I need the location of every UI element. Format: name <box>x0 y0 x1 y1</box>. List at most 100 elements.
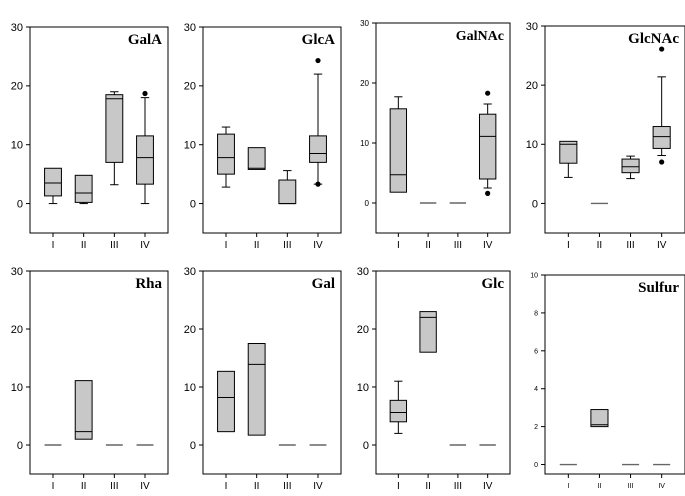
box-ii <box>74 174 93 205</box>
y-tick-label: 10 <box>11 382 23 394</box>
box-body <box>309 135 327 163</box>
plot-frame <box>544 25 685 234</box>
x-tick-label: II <box>254 240 260 251</box>
box-body <box>278 179 297 205</box>
plot-frame <box>544 274 685 475</box>
box-body <box>478 113 497 180</box>
y-tick-label: 10 <box>11 140 23 152</box>
box-body <box>217 133 235 175</box>
y-tick-label: 20 <box>360 79 369 88</box>
x-tick-label: IV <box>483 481 493 492</box>
y-tick-label: 30 <box>184 266 196 278</box>
x-tick-label: II <box>597 483 601 490</box>
y-tick-label: 6 <box>534 348 538 355</box>
x-tick-label: III <box>110 481 118 492</box>
x-tick-label: IV <box>140 240 150 251</box>
y-tick-label: 10 <box>360 139 369 148</box>
box-body <box>217 370 235 433</box>
plot-frame <box>375 270 511 475</box>
x-tick-label: II <box>425 240 431 251</box>
box-iv <box>136 90 154 205</box>
box-i <box>559 140 578 178</box>
y-tick-label: 20 <box>184 81 196 93</box>
box-body <box>74 380 93 440</box>
panel-title: GalNAc <box>456 29 504 44</box>
x-tick-label: II <box>81 481 87 492</box>
x-tick-label: III <box>626 240 634 251</box>
box-body <box>590 409 609 428</box>
y-tick-label: 20 <box>11 324 23 336</box>
x-tick-label: IV <box>313 240 323 251</box>
plot-frame <box>202 26 342 234</box>
y-tick-label: 10 <box>530 272 538 279</box>
plot-frame <box>375 22 511 234</box>
x-tick-label: II <box>254 481 260 492</box>
x-tick-label: III <box>110 240 118 251</box>
box-body <box>74 174 93 203</box>
y-tick-label: 30 <box>360 19 369 28</box>
y-tick-label: 0 <box>363 440 369 452</box>
box-i <box>389 96 408 193</box>
y-tick-label: 20 <box>357 324 369 336</box>
y-tick-label: 30 <box>357 266 369 278</box>
outlier-point <box>659 159 665 165</box>
y-tick-label: 20 <box>11 81 23 93</box>
box-body <box>105 94 124 163</box>
x-tick-label: III <box>628 483 634 490</box>
x-tick-label: I <box>52 240 55 251</box>
y-tick-label: 10 <box>184 382 196 394</box>
x-tick-label: II <box>425 481 431 492</box>
y-tick-label: 10 <box>184 140 196 152</box>
x-tick-label: I <box>225 481 228 492</box>
y-tick-label: 0 <box>17 198 23 210</box>
y-tick-label: 2 <box>534 424 538 431</box>
box-body <box>652 126 671 149</box>
box-ii <box>247 343 266 436</box>
y-tick-label: 30 <box>11 266 23 278</box>
y-tick-label: 0 <box>532 198 538 210</box>
box-iv <box>652 46 671 165</box>
y-tick-label: 20 <box>184 324 196 336</box>
y-tick-label: 20 <box>526 80 538 92</box>
box-ii <box>247 147 266 170</box>
x-tick-label: III <box>454 240 462 251</box>
x-tick-label: I <box>397 240 400 251</box>
box-ii <box>590 409 609 428</box>
box-iv <box>478 90 497 196</box>
y-tick-label: 30 <box>11 22 23 34</box>
y-tick-label: 4 <box>534 386 538 393</box>
box-body <box>44 167 62 197</box>
y-tick-label: 30 <box>526 21 538 33</box>
box-body <box>136 135 154 185</box>
outlier-point <box>659 46 665 52</box>
outlier-point <box>142 90 148 97</box>
y-tick-label: 0 <box>534 462 538 469</box>
x-tick-label: III <box>283 240 291 251</box>
x-tick-label: I <box>567 240 570 251</box>
x-tick-label: I <box>397 481 400 492</box>
panel-title: Glc <box>482 276 505 292</box>
x-tick-label: III <box>454 481 462 492</box>
x-tick-label: IV <box>658 483 665 490</box>
box-i <box>217 126 235 188</box>
y-tick-label: 0 <box>17 440 23 452</box>
box-iii <box>105 91 124 186</box>
box-body <box>247 343 266 436</box>
outlier-point <box>485 190 491 196</box>
box-iii <box>278 170 297 205</box>
plot-frame <box>29 26 169 234</box>
outlier-point <box>315 57 321 64</box>
y-tick-label: 10 <box>526 139 538 151</box>
box-body <box>419 311 437 353</box>
box-body <box>621 158 640 174</box>
box-i <box>217 370 235 433</box>
